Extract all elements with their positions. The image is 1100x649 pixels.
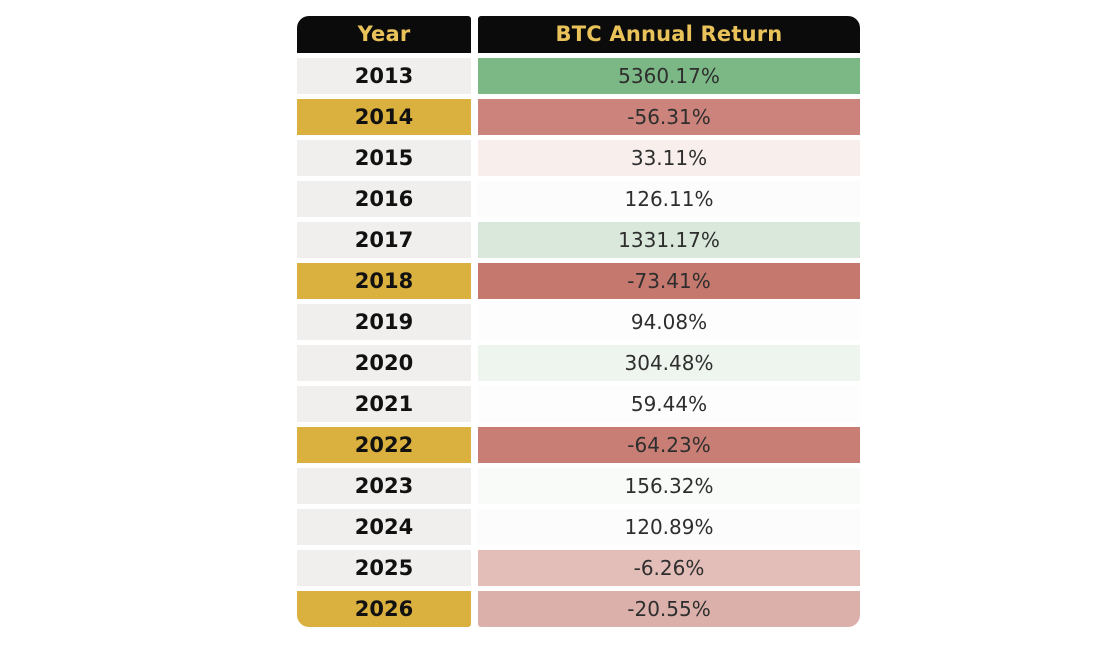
return-cell: -64.23% [478,427,860,463]
return-cell: 5360.17% [478,58,860,94]
return-cell: 126.11% [478,181,860,217]
year-cell: 2022 [297,427,471,463]
return-cell: 1331.17% [478,222,860,258]
return-cell: -20.55% [478,591,860,627]
btc-annual-return-table: Year BTC Annual Return 2013 5360.17% 2014-… [297,16,860,627]
year-cell: 2017 [297,222,471,258]
header-cell-year: Year [297,16,471,53]
return-cell: 94.08% [478,304,860,340]
return-cell: -6.26% [478,550,860,586]
year-cell: 2021 [297,386,471,422]
return-cell: -73.41% [478,263,860,299]
year-cell: 2026 [297,591,471,627]
year-cell: 2013 [297,58,471,94]
return-cell: 304.48% [478,345,860,381]
year-cell: 2014 [297,99,471,135]
return-cell: 156.32% [478,468,860,504]
year-cell: 2025 [297,550,471,586]
year-cell: 2019 [297,304,471,340]
year-cell: 2015 [297,140,471,176]
year-cell: 2023 [297,468,471,504]
year-cell: 2018 [297,263,471,299]
return-cell: 120.89% [478,509,860,545]
return-cell: 59.44% [478,386,860,422]
year-cell: 2020 [297,345,471,381]
return-cell: -56.31% [478,99,860,135]
year-cell: 2024 [297,509,471,545]
return-cell: 33.11% [478,140,860,176]
header-cell-btc-annual-return: BTC Annual Return [478,16,860,53]
year-cell: 2016 [297,181,471,217]
